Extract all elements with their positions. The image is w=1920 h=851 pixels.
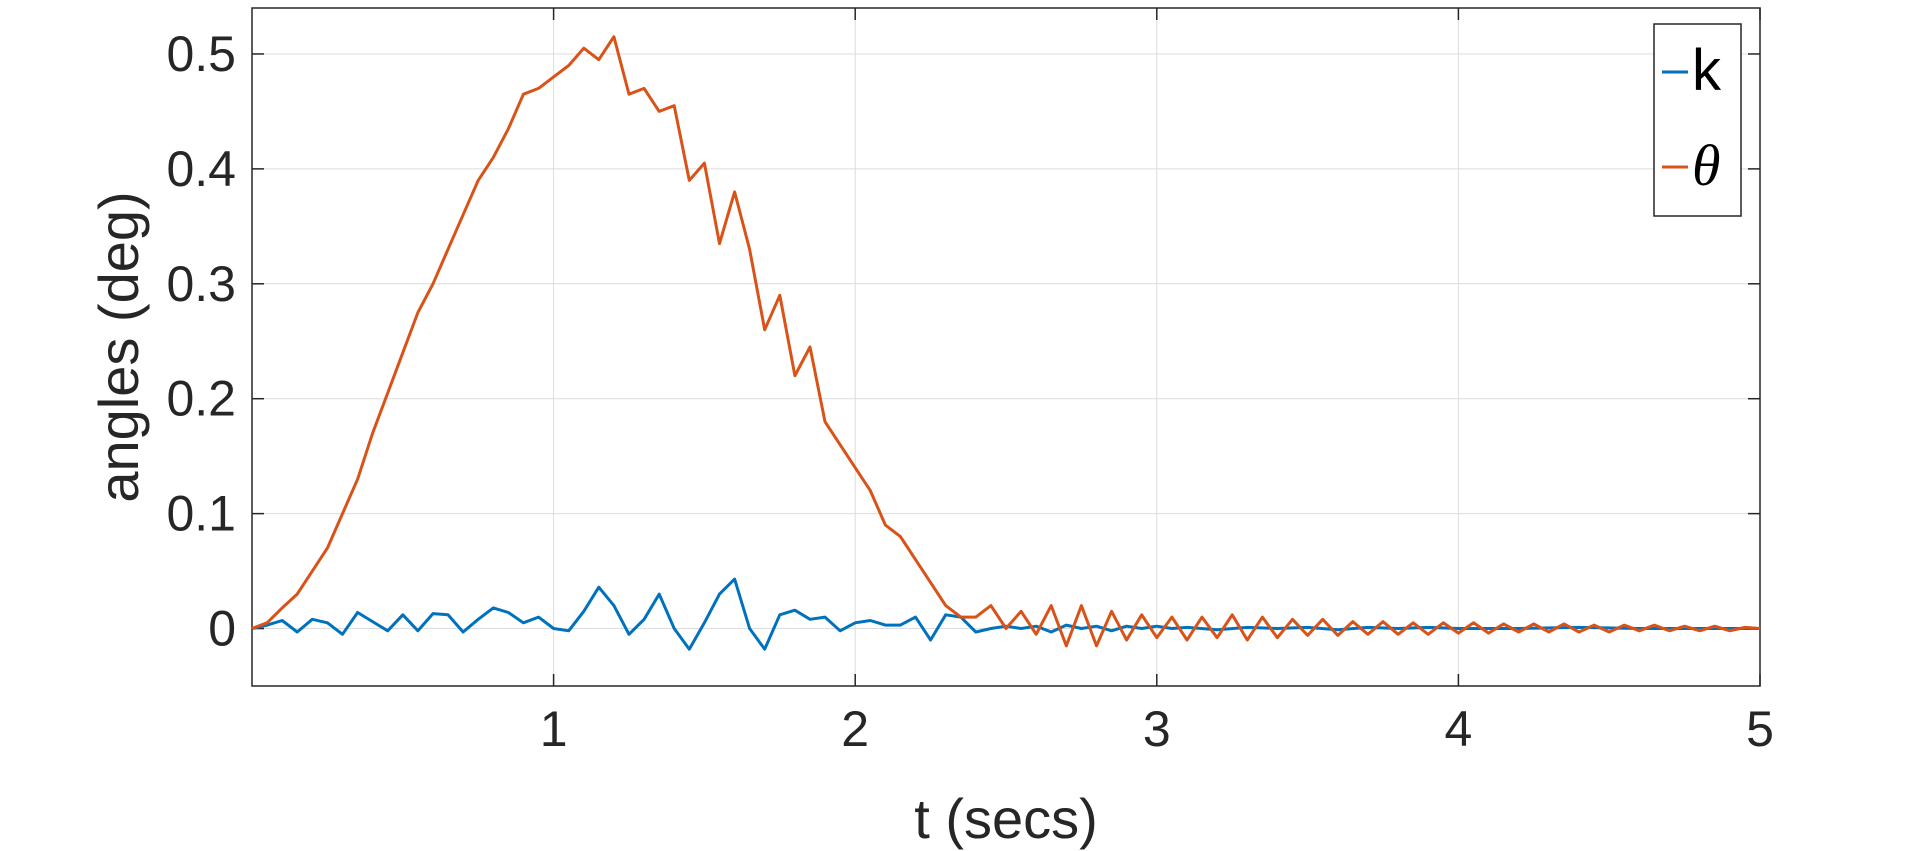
x-axis-label: t (secs) [914,787,1098,850]
x-tick-label: 5 [1746,701,1774,757]
grid-lines [252,8,1761,686]
y-tick-label: 0.5 [166,26,236,82]
y-tick-label: 0.2 [166,371,236,427]
x-tick-label: 1 [540,701,568,757]
legend-entry-label: θ [1692,133,1721,198]
y-tick-label: 0.4 [166,141,236,197]
y-axis-label: angles (deg) [87,191,150,502]
x-tick-label: 3 [1143,701,1171,757]
x-tick-label: 4 [1444,701,1472,757]
series-line-theta [251,35,1761,648]
y-tick-label: 0.3 [166,256,236,312]
axis-ticks: 1 2 3 4 5 0 0.1 0.2 0.3 0.4 0.5 [166,8,1774,757]
x-tick-label: 2 [841,701,869,757]
series-lines [251,35,1761,651]
y-tick-label: 0 [208,601,236,657]
series-line-k [251,577,1760,651]
plot-area-frame [251,7,1761,687]
legend-box [1653,23,1742,217]
legend-entry-label: k [1692,38,1722,103]
y-tick-label: 0.1 [166,486,236,542]
legend: kθ [1653,23,1742,217]
